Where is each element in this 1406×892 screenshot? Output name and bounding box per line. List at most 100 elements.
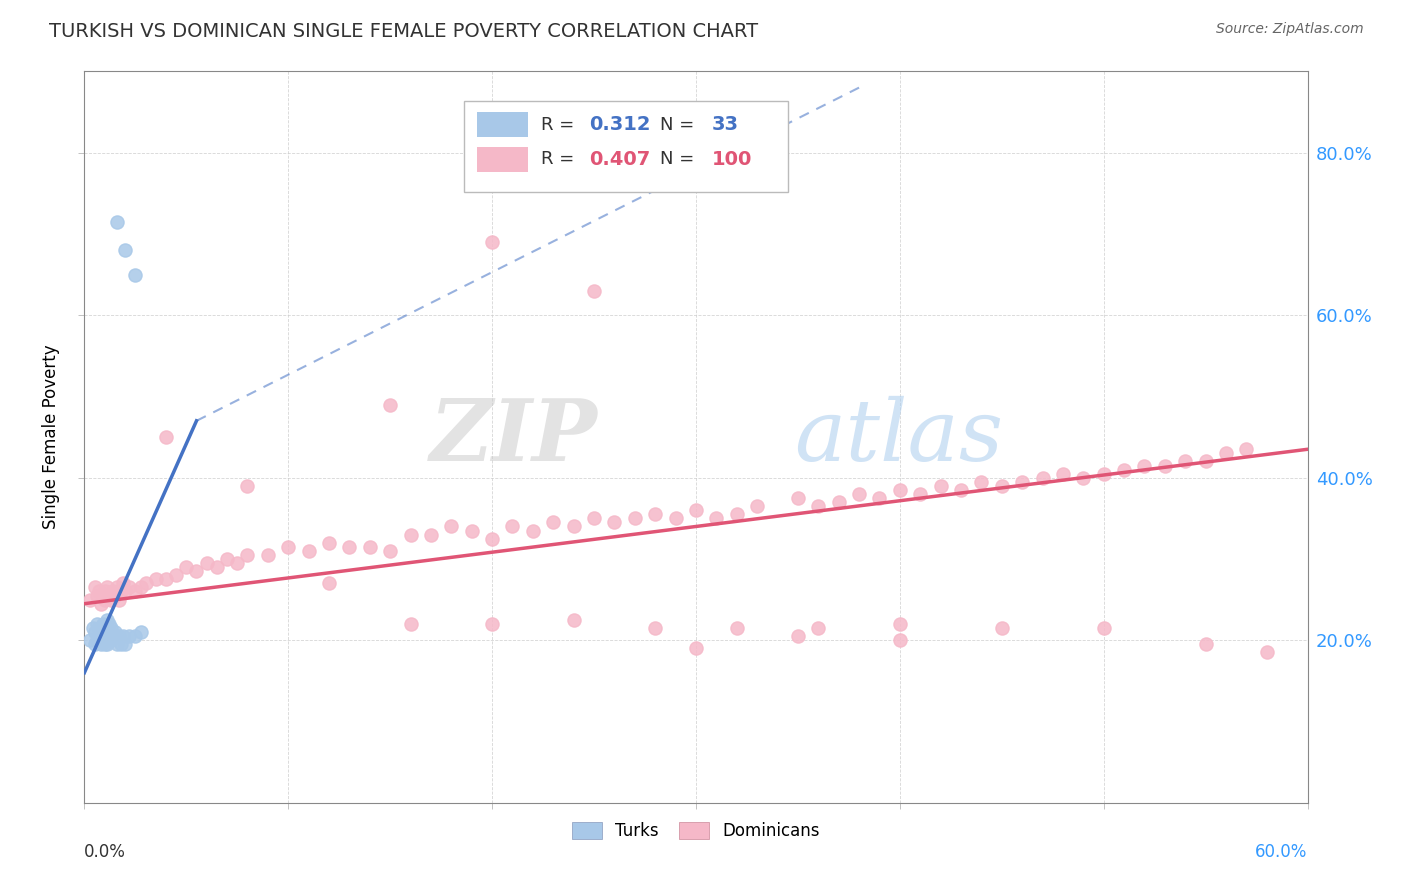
Text: 100: 100 xyxy=(711,150,752,169)
Point xyxy=(124,584,146,599)
Text: R =: R = xyxy=(541,116,579,134)
Point xyxy=(685,641,707,656)
Point xyxy=(131,625,153,640)
Point xyxy=(83,637,105,651)
Point xyxy=(747,499,769,513)
Text: Source: ZipAtlas.com: Source: ZipAtlas.com xyxy=(1216,22,1364,37)
Point xyxy=(603,516,626,530)
Point xyxy=(114,637,136,651)
Point xyxy=(380,398,402,412)
Point xyxy=(100,592,122,607)
Point xyxy=(131,581,153,595)
Point xyxy=(118,581,141,595)
Point xyxy=(1174,454,1197,468)
Point xyxy=(339,540,361,554)
Point xyxy=(970,475,993,489)
Point xyxy=(1011,475,1033,489)
Point xyxy=(1052,467,1074,481)
Text: 33: 33 xyxy=(711,115,740,135)
Point xyxy=(91,589,114,603)
Point xyxy=(1256,645,1278,659)
Point xyxy=(787,629,810,643)
Point xyxy=(114,584,136,599)
Point xyxy=(97,589,120,603)
Text: 0.0%: 0.0% xyxy=(84,843,127,861)
Point xyxy=(889,633,911,648)
Point xyxy=(90,637,112,651)
Point xyxy=(991,621,1014,635)
Point xyxy=(186,564,208,578)
Text: 0.407: 0.407 xyxy=(589,150,651,169)
FancyBboxPatch shape xyxy=(477,112,529,137)
Point xyxy=(1195,454,1218,468)
Point xyxy=(236,479,259,493)
Text: TURKISH VS DOMINICAN SINGLE FEMALE POVERTY CORRELATION CHART: TURKISH VS DOMINICAN SINGLE FEMALE POVER… xyxy=(49,22,758,41)
Point xyxy=(1092,467,1115,481)
FancyBboxPatch shape xyxy=(464,101,787,192)
Point xyxy=(96,613,118,627)
Point xyxy=(155,572,177,586)
Point xyxy=(624,511,647,525)
Point xyxy=(165,568,187,582)
Point xyxy=(93,637,115,651)
Point xyxy=(1073,471,1095,485)
Point xyxy=(1114,462,1136,476)
Point xyxy=(112,576,135,591)
Point xyxy=(104,625,127,640)
Point xyxy=(86,589,108,603)
Point xyxy=(174,560,197,574)
Point xyxy=(1092,621,1115,635)
Point xyxy=(87,629,110,643)
Point xyxy=(1195,637,1218,651)
Point xyxy=(562,519,585,533)
Point xyxy=(644,621,666,635)
Text: ZIP: ZIP xyxy=(430,395,598,479)
Point xyxy=(929,479,952,493)
Point xyxy=(420,527,443,541)
Point xyxy=(91,633,114,648)
Point xyxy=(105,637,128,651)
Point xyxy=(583,284,606,298)
Point xyxy=(991,479,1014,493)
Point xyxy=(318,576,340,591)
Point xyxy=(562,613,585,627)
Point xyxy=(543,516,565,530)
Point xyxy=(236,548,259,562)
Point xyxy=(96,637,118,651)
Point xyxy=(105,581,128,595)
Point xyxy=(205,560,228,574)
Point xyxy=(105,215,128,229)
Point xyxy=(100,633,122,648)
Point xyxy=(112,629,135,643)
Point xyxy=(502,519,524,533)
Point xyxy=(145,572,167,586)
Point xyxy=(118,629,141,643)
Point xyxy=(108,592,131,607)
Point xyxy=(82,621,104,635)
Point xyxy=(1133,458,1156,473)
Point xyxy=(277,540,299,554)
FancyBboxPatch shape xyxy=(477,146,529,171)
Point xyxy=(828,495,851,509)
Point xyxy=(93,621,115,635)
Text: N =: N = xyxy=(661,116,700,134)
Text: atlas: atlas xyxy=(794,396,1002,478)
Point xyxy=(359,540,381,554)
Point xyxy=(318,535,340,549)
Point xyxy=(101,629,124,643)
Point xyxy=(93,592,115,607)
Point xyxy=(807,621,830,635)
Point xyxy=(90,597,112,611)
Point xyxy=(522,524,544,538)
Point xyxy=(298,544,321,558)
Text: 0.312: 0.312 xyxy=(589,115,651,135)
Point xyxy=(440,519,463,533)
Point xyxy=(583,511,606,525)
Point xyxy=(1032,471,1054,485)
Point xyxy=(195,556,218,570)
Point xyxy=(100,621,122,635)
Point xyxy=(869,491,891,505)
Point xyxy=(1154,458,1177,473)
Point xyxy=(725,621,748,635)
Point xyxy=(257,548,280,562)
